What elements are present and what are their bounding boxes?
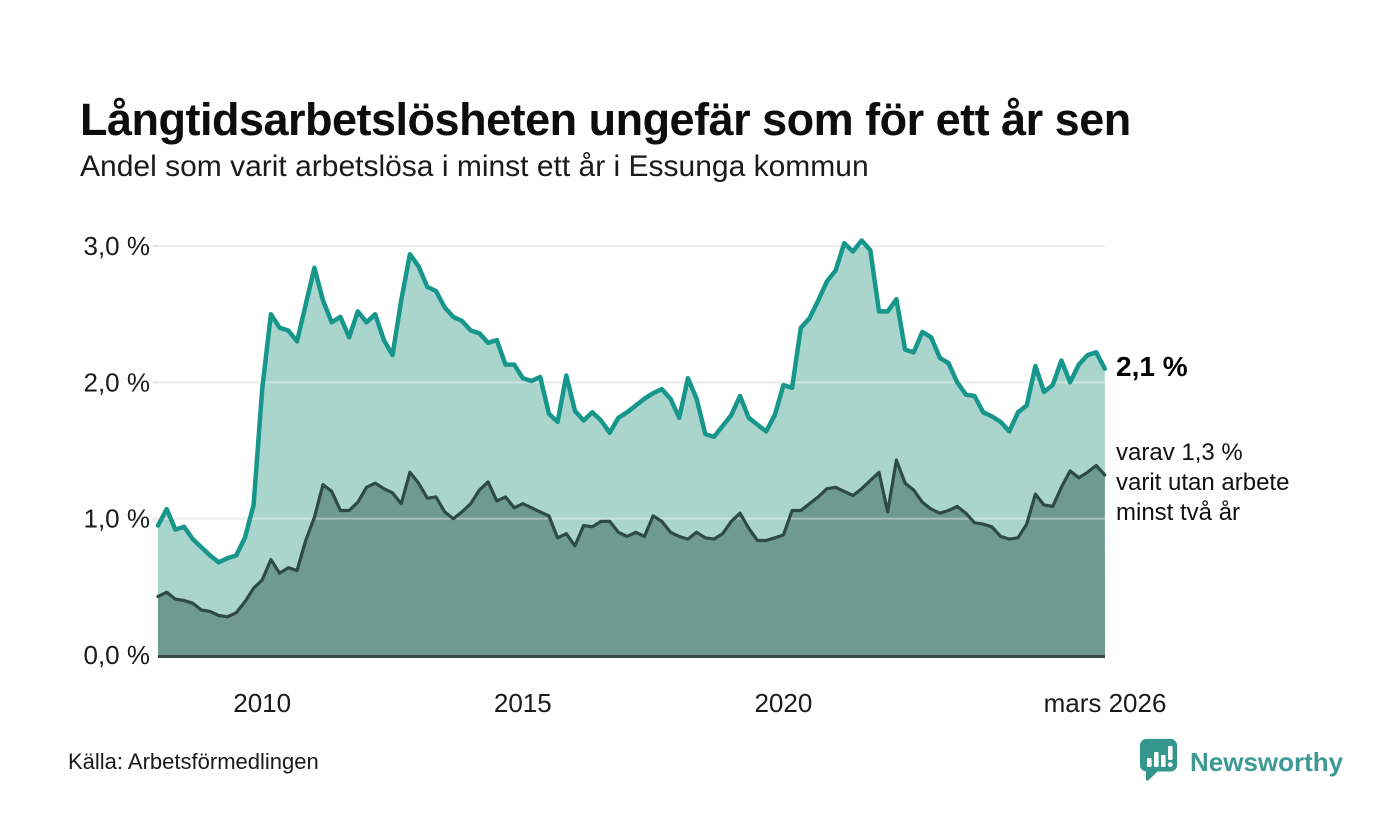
page-title: Långtidsarbetslösheten ungefär som för e… bbox=[80, 94, 1131, 146]
newsworthy-speech-bubble-bars-icon bbox=[1139, 738, 1178, 781]
series2-area bbox=[158, 460, 1105, 655]
series1-line bbox=[155, 238, 1108, 565]
x-tick-label: 2015 bbox=[494, 688, 552, 718]
source-note: Källa: Arbetsförmedlingen bbox=[68, 749, 319, 774]
chart-subtitle: Andel som varit arbetslösa i minst ett å… bbox=[80, 150, 869, 183]
series2-annotation-line2: varit utan arbete bbox=[1116, 469, 1290, 496]
newsworthy-branding: Newsworthy bbox=[1138, 738, 1343, 786]
x-tick-label: 2020 bbox=[754, 688, 812, 718]
series2-annotation-line3: minst två år bbox=[1116, 499, 1241, 526]
series-end-value-label: 2,1 % bbox=[1116, 350, 1188, 382]
y-tick-label: 2,0 % bbox=[84, 367, 151, 397]
series2-annotation-line1: varav 1,3 % bbox=[1116, 439, 1243, 466]
newsworthy-wordmark: Newsworthy bbox=[1190, 746, 1344, 777]
x-tick-label: 2010 bbox=[233, 688, 291, 718]
y-tick-label: 0,0 % bbox=[84, 640, 151, 670]
y-tick-label: 3,0 % bbox=[84, 231, 151, 261]
x-tick-label: mars 2026 bbox=[1044, 688, 1167, 718]
y-tick-label: 1,0 % bbox=[84, 504, 151, 534]
series2-line bbox=[156, 458, 1107, 619]
series2-annotation: varav 1,3 % varit utan arbete minst två … bbox=[1116, 438, 1289, 528]
